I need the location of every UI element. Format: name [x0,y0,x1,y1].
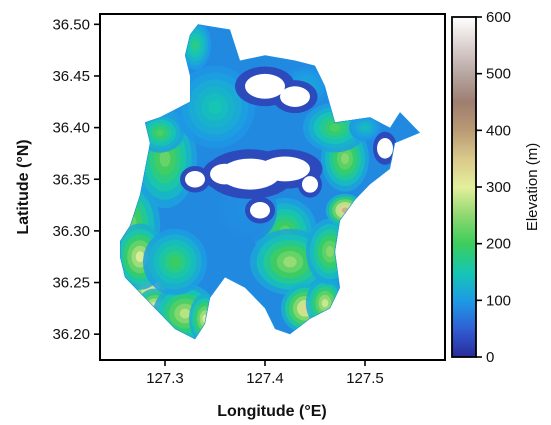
colorbar-tick-label: 500 [486,66,511,83]
x-tick-label: 127.4 [246,370,284,387]
elevation-patch [179,308,191,319]
elevation-map [120,24,420,340]
elevation-patch [156,129,164,137]
lowland-void [377,137,393,159]
elevation-patch [135,251,145,263]
y-tick-label: 36.25 [52,275,90,292]
elevation-patch [208,100,222,114]
lowland-void [245,73,285,99]
colorbar-tick-label: 600 [486,9,511,26]
y-tick-label: 36.40 [52,120,90,137]
lowland-void [250,201,270,219]
elevation-patch [362,125,368,130]
lowland-void [260,156,310,182]
y-tick-label: 36.50 [52,16,90,33]
colorbar-title: Elevation (m) [524,143,541,231]
x-tick-label: 127.3 [146,370,184,387]
colorbar-axis: 0 100 200 300 400 500 600 [476,9,511,366]
elevation-patch [329,123,341,132]
colorbar-tick-label: 100 [486,292,511,309]
x-tick-label: 127.5 [346,370,384,387]
y-tick-label: 36.30 [52,223,90,240]
elevation-patch [321,299,329,308]
colorbar [452,17,476,357]
lowland-void [185,170,205,188]
elevation-patch [341,153,349,165]
elevation-patch [169,256,181,268]
lowland-void [280,86,310,107]
y-axis: 36.20 36.25 36.30 36.35 36.40 36.45 36.50 [52,16,100,343]
colorbar-tick-label: 200 [486,236,511,253]
y-tick-label: 36.20 [52,326,90,343]
y-axis-title: Latitude (°N) [15,139,32,234]
y-tick-label: 36.35 [52,171,90,188]
colorbar-tick-label: 400 [486,122,511,139]
lowland-void [302,176,318,193]
x-axis: 127.3 127.4 127.5 [146,360,384,387]
elevation-patch [326,246,334,258]
elevation-patch [192,40,198,50]
x-axis-title: Longitude (°E) [217,403,326,420]
y-tick-label: 36.45 [52,68,90,85]
elevation-patch [159,150,171,167]
terrain-layer [120,24,420,340]
lowland-void [210,163,240,185]
elevation-patch [283,256,297,268]
colorbar-tick-label: 300 [486,179,511,196]
colorbar-tick-label: 0 [486,349,494,366]
map-frame [99,13,446,361]
